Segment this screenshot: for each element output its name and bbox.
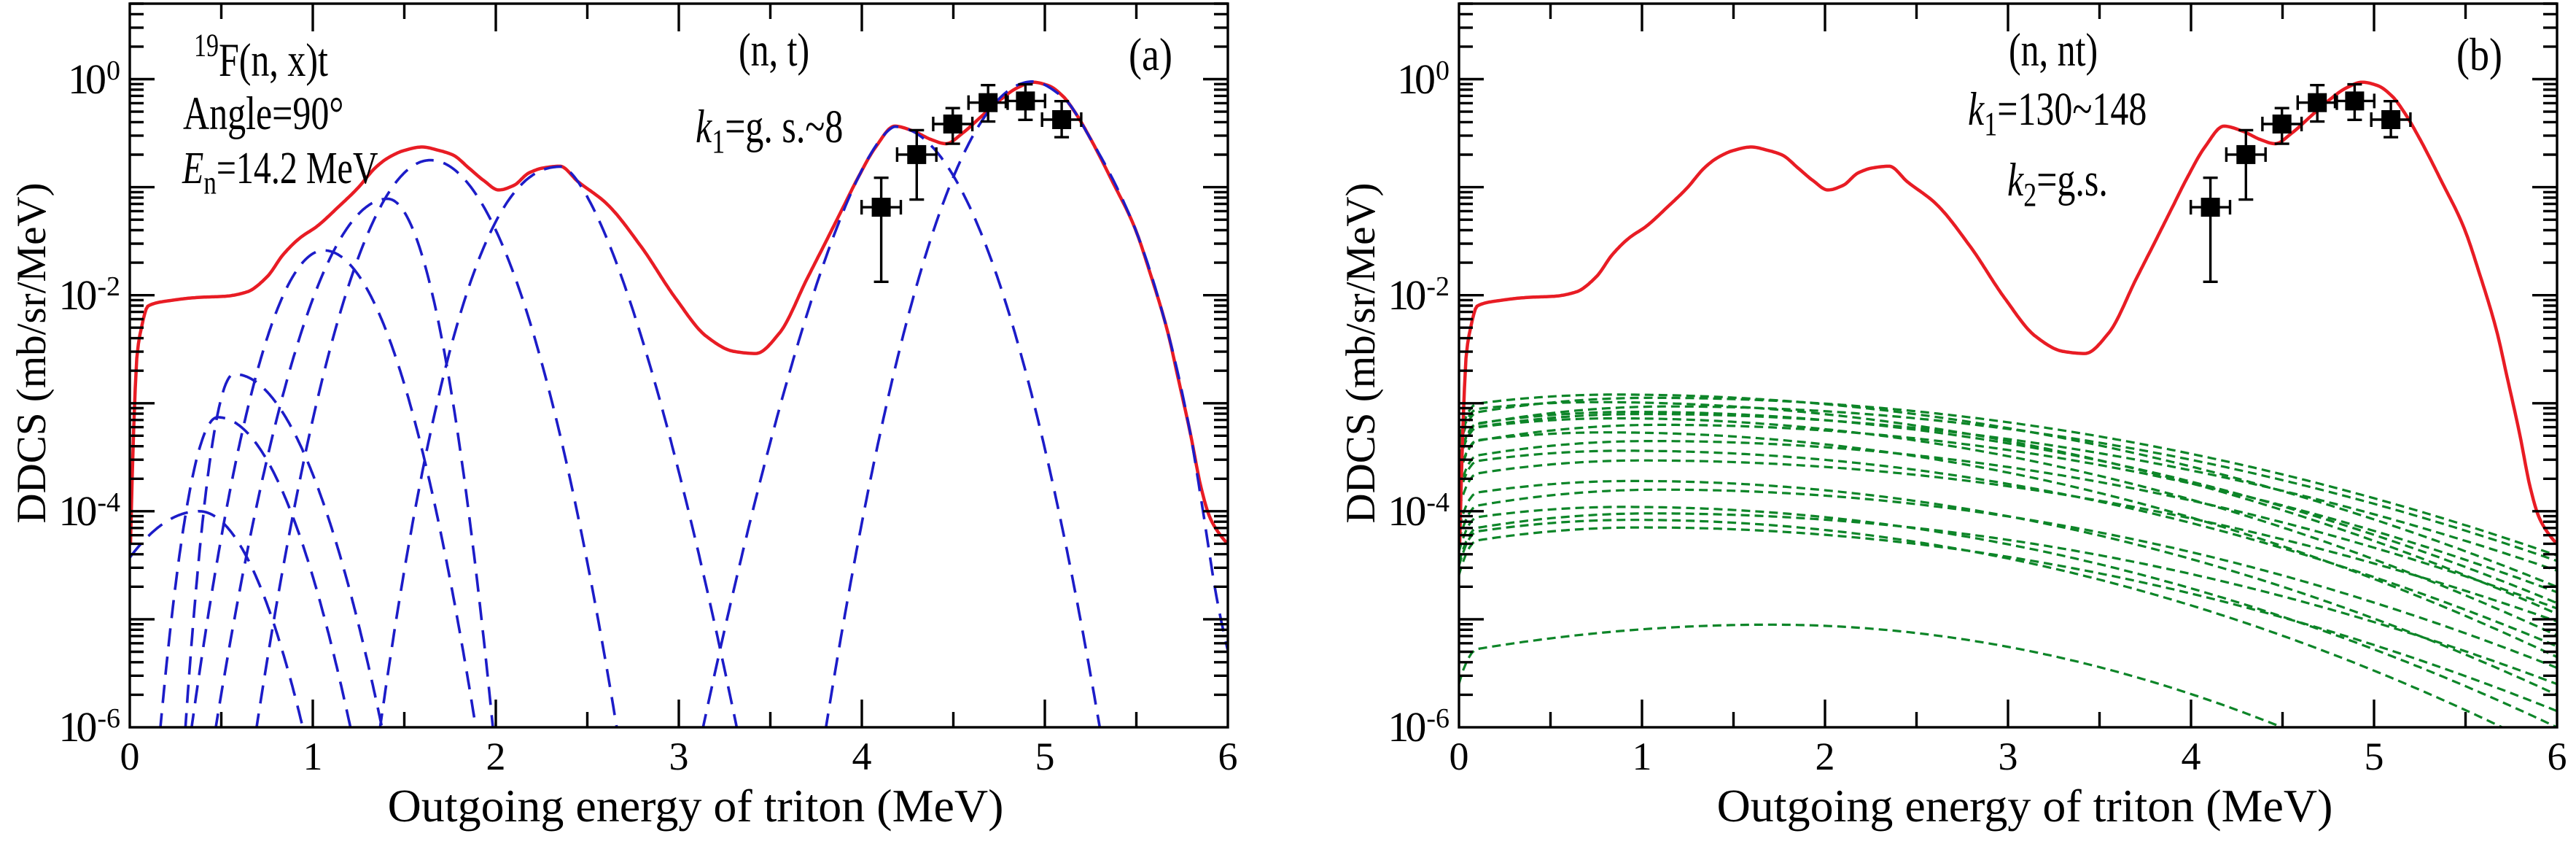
svg-text:5: 5	[2365, 735, 2384, 778]
svg-text:k1=130~148: k1=130~148	[1968, 82, 2147, 144]
svg-text:(b): (b)	[2456, 28, 2502, 80]
svg-text:0: 0	[120, 735, 140, 778]
svg-text:2: 2	[486, 735, 506, 778]
svg-text:(n, nt): (n, nt)	[2009, 23, 2098, 77]
svg-text:100: 10 0	[68, 55, 120, 103]
svg-text:6: 6	[2548, 735, 2567, 778]
svg-text:4: 4	[2182, 735, 2201, 778]
svg-text:(n, t): (n, t)	[739, 23, 809, 77]
svg-text:k2=g.s.: k2=g.s.	[2007, 153, 2108, 214]
svg-text:10-6: 10 -6	[1388, 703, 1450, 751]
svg-text:Outgoing energy of triton (MeV: Outgoing energy of triton (MeV)	[1717, 780, 2333, 832]
svg-text:10-6: 10 -6	[58, 703, 120, 751]
svg-text:10-4: 10 -4	[58, 487, 120, 535]
svg-text:1: 1	[303, 735, 323, 778]
svg-text:6: 6	[1218, 735, 1238, 778]
svg-text:3: 3	[669, 735, 689, 778]
svg-text:4: 4	[852, 735, 872, 778]
svg-text:5: 5	[1035, 735, 1055, 778]
svg-text:Angle=90°: Angle=90°	[183, 87, 343, 140]
svg-text:k1=g. s.~8: k1=g. s.~8	[696, 100, 843, 161]
svg-text:0: 0	[1450, 735, 1469, 778]
svg-text:2: 2	[1816, 735, 1835, 778]
svg-text:DDCS (mb/sr/MeV): DDCS (mb/sr/MeV)	[1338, 182, 1384, 523]
svg-text:(a): (a)	[1129, 28, 1172, 80]
svg-text:10-2: 10 -2	[58, 271, 120, 319]
svg-text:100: 10 0	[1397, 55, 1450, 103]
svg-text:10-2: 10 -2	[1388, 271, 1450, 319]
svg-text:En=14.2 MeV: En=14.2 MeV	[182, 143, 378, 201]
svg-text:19F(n, x)t: 19F(n, x)t	[194, 27, 328, 86]
svg-text:10-4: 10 -4	[1388, 487, 1450, 535]
svg-text:Outgoing energy of triton (MeV: Outgoing energy of triton (MeV)	[388, 780, 1004, 832]
svg-text:1: 1	[1633, 735, 1652, 778]
svg-text:3: 3	[1999, 735, 2018, 778]
svg-text:DDCS (mb/sr/MeV): DDCS (mb/sr/MeV)	[9, 182, 55, 523]
